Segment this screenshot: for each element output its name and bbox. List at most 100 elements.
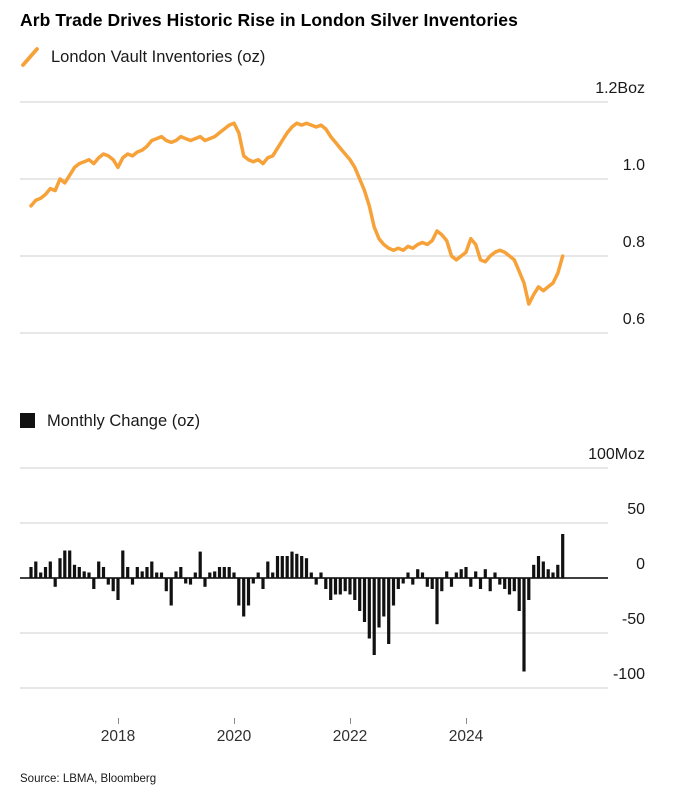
bar — [358, 578, 362, 611]
legend-monthly-change-label: Monthly Change (oz) — [47, 411, 201, 430]
bar — [232, 572, 236, 578]
bar — [333, 578, 338, 595]
bar — [280, 556, 284, 578]
bar — [338, 578, 342, 595]
bar — [300, 556, 304, 578]
bar — [193, 572, 197, 578]
bar — [140, 571, 144, 578]
bar — [474, 571, 478, 578]
bar — [188, 578, 193, 585]
bar — [314, 578, 318, 585]
monthly-change-bars — [29, 534, 565, 672]
bar — [174, 571, 178, 578]
x-tick-mark — [118, 718, 119, 724]
bar — [440, 578, 444, 592]
bar — [522, 578, 526, 672]
bar — [561, 534, 565, 578]
bar — [290, 551, 294, 578]
bar — [271, 572, 275, 578]
x-tick-label: 2022 — [332, 728, 368, 745]
bar — [256, 572, 260, 578]
bar — [237, 578, 241, 606]
bar — [391, 578, 396, 606]
bar — [372, 578, 376, 655]
black-square-icon — [20, 413, 35, 428]
bar — [541, 561, 545, 578]
bar — [222, 567, 226, 578]
bar — [536, 556, 541, 578]
bar — [324, 578, 328, 589]
bar — [261, 578, 265, 589]
bar — [556, 564, 560, 578]
inventory-line-chart: 1.2Boz 1.0 0.8 0.6 — [0, 76, 678, 342]
y-tick-label: 1.0 — [622, 157, 645, 174]
bar — [63, 550, 67, 578]
bar — [551, 572, 555, 578]
bar — [532, 564, 536, 578]
bar — [483, 569, 487, 578]
bar — [116, 578, 120, 600]
bar — [126, 567, 130, 578]
bar — [213, 571, 217, 578]
bar — [319, 572, 323, 578]
bar — [184, 578, 188, 584]
bar — [435, 578, 439, 625]
bar — [68, 550, 72, 578]
bar — [488, 578, 492, 592]
bar — [430, 578, 434, 589]
bar — [396, 578, 400, 589]
bar — [406, 572, 410, 578]
bar — [121, 550, 125, 578]
bar — [454, 572, 458, 578]
bar — [159, 572, 164, 578]
bar — [309, 572, 313, 578]
bar — [34, 561, 38, 578]
bar — [512, 578, 516, 592]
bar — [401, 578, 405, 584]
bar — [39, 572, 43, 578]
bar — [387, 578, 391, 644]
y-tick-label: 0 — [636, 556, 645, 573]
bar — [97, 561, 101, 578]
bar — [135, 567, 139, 578]
bar — [101, 567, 106, 578]
x-tick-label: 2020 — [216, 728, 252, 745]
bar — [77, 567, 81, 578]
bar — [416, 569, 420, 578]
bar — [217, 567, 222, 578]
bar — [469, 578, 473, 587]
bar — [145, 567, 149, 578]
bar — [106, 578, 110, 585]
bar — [478, 578, 483, 589]
x-tick-label: 2018 — [100, 728, 136, 745]
bar — [498, 578, 502, 585]
bar — [43, 567, 48, 578]
bar — [150, 561, 154, 578]
bar — [445, 571, 449, 578]
bar — [459, 569, 463, 578]
bar — [343, 578, 347, 592]
bar — [227, 567, 231, 578]
bar — [546, 569, 550, 578]
bar — [155, 572, 159, 578]
bar — [72, 564, 77, 578]
legend-inventories-label: London Vault Inventories (oz) — [51, 47, 266, 66]
bar — [92, 578, 96, 589]
bar — [285, 556, 289, 578]
x-tick-mark — [466, 718, 467, 724]
bar — [493, 572, 497, 578]
bar — [362, 578, 367, 622]
monthly-change-bar-chart: 100Moz 50 0 -50 -100 — [0, 443, 678, 711]
bar — [29, 567, 33, 578]
y-tick-label: 1.2Boz — [595, 80, 645, 97]
bar — [503, 578, 507, 589]
bar — [507, 578, 512, 595]
legend-inventories: London Vault Inventories (oz) — [20, 44, 265, 70]
x-tick-mark — [234, 718, 235, 724]
bar — [242, 578, 246, 617]
bar — [425, 578, 429, 587]
bar — [169, 578, 173, 606]
bar — [464, 567, 468, 578]
bar — [251, 578, 255, 584]
bar — [53, 578, 57, 587]
